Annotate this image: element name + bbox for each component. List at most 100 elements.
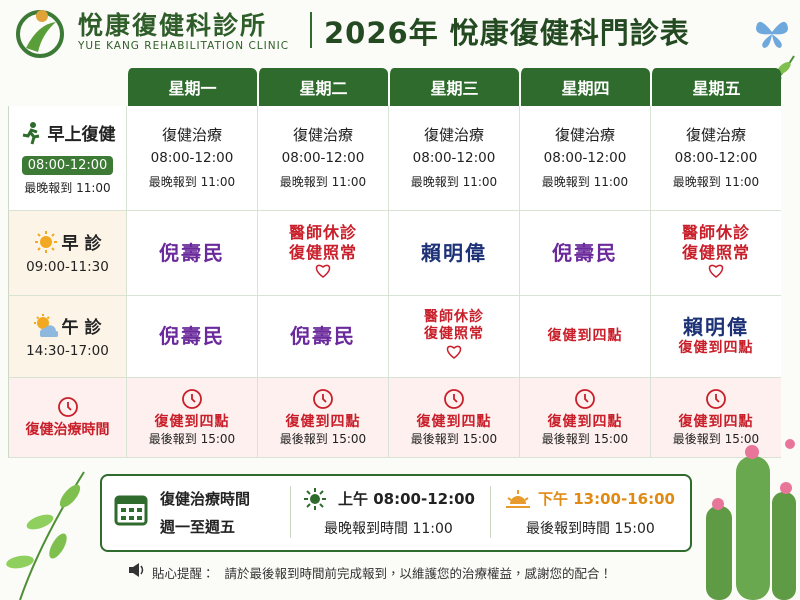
- heart-icon: [445, 344, 463, 364]
- day-header: 星期三: [388, 68, 519, 106]
- heart-icon-svg: [446, 345, 462, 360]
- row-label: 早上復健 08:00-12:00 最晚報到 11:00: [8, 106, 126, 211]
- cell-line: 最晚報到 11:00: [672, 175, 760, 190]
- cell-line: 最晚報到 11:00: [279, 175, 367, 190]
- page-title: 2026年 悅康復健科門診表: [324, 16, 690, 50]
- schedule-row: 早上復健 08:00-12:00 最晚報到 11:00 復健治療 08:00-12:00…: [8, 106, 781, 211]
- footer-morning-note: 最晚報到時間 11:00: [324, 521, 453, 537]
- clock-icon-svg: [444, 389, 464, 410]
- heart-icon-svg: [315, 264, 331, 279]
- footer-afternoon-note: 最後報到時間 15:00: [526, 521, 655, 537]
- row-label-head: 午 診: [9, 313, 126, 343]
- cell-line: 最後報到 15:00: [672, 431, 760, 446]
- cell-line: 08:00-12:00: [674, 150, 758, 167]
- cell-line: 復健到四點: [678, 340, 754, 357]
- footer-days: 週一至週五: [160, 518, 236, 536]
- schedule-cell: 倪壽民: [126, 296, 257, 378]
- schedule-cell: 醫師休診 復健照常: [257, 211, 388, 296]
- row-icon-svg: [34, 231, 57, 254]
- cell-line: 最後報到 15:00: [148, 431, 236, 446]
- cell-line: 復健治療: [292, 125, 353, 144]
- cell-line: 最後報到 15:00: [279, 431, 367, 446]
- notice: 貼心提醒： 請於最後報到時間前完成報到，以維護您的治療權益，感謝您的配合！: [130, 563, 612, 582]
- heart-icon: [707, 263, 725, 283]
- sun-icon: [304, 488, 326, 510]
- cell-line: 最後報到 15:00: [541, 431, 629, 446]
- day-header-row: 星期一 星期二 星期三 星期四 星期五: [8, 68, 781, 106]
- schedule-cell: 賴明偉: [388, 211, 519, 296]
- schedule-cell: 復健治療 08:00-12:00 最晚報到 11:00: [257, 106, 388, 211]
- footer-separator: [290, 486, 291, 538]
- cell-line: 醫師休診: [681, 222, 750, 242]
- row-icon-svg: [22, 121, 39, 144]
- cell-line: 最晚報到 11:00: [148, 175, 236, 190]
- heart-icon: [314, 263, 332, 283]
- clock-icon-svg: [57, 396, 78, 417]
- schedule-cell: 倪壽民: [519, 211, 650, 296]
- schedule-cell: 復健到四點 最後報到 15:00: [257, 378, 388, 458]
- clock-icon: [312, 388, 334, 414]
- cell-line: 復健到四點: [154, 414, 230, 431]
- cell-line: 倪壽民: [552, 240, 618, 265]
- schedule-cell: 醫師休診 復健照常: [388, 296, 519, 378]
- row-label-time: 14:30-17:00: [26, 342, 109, 359]
- schedule-cell: 復健到四點 最後報到 15:00: [388, 378, 519, 458]
- day-header: 星期四: [519, 68, 650, 106]
- schedule-cell: 復健治療 08:00-12:00 最晚報到 11:00: [650, 106, 781, 211]
- calendar-icon: [114, 495, 148, 526]
- row-label-head: 早 診: [9, 230, 126, 259]
- cell-line: 倪壽民: [159, 240, 225, 265]
- cell-line: 08:00-12:00: [543, 150, 627, 167]
- schedule-cell: 復健治療 08:00-12:00 最晚報到 11:00: [126, 106, 257, 211]
- schedule-cell: 復健治療 08:00-12:00 最晚報到 11:00: [519, 106, 650, 211]
- clock-icon-svg: [313, 389, 333, 410]
- schedule-row: 早 診 09:00-11:30 倪壽民 醫師休診 復健照常 賴明偉 倪壽民 醫師休診 復健照常: [8, 211, 781, 296]
- butterfly: [756, 21, 788, 48]
- row-label: 復健治療時間: [8, 378, 126, 458]
- notice-text: 請於最後報到時間前完成報到，以維護您的治療權益，感謝您的配合！: [224, 566, 613, 581]
- speaker-icon: [129, 563, 144, 577]
- cell-line: 08:00-12:00: [281, 150, 365, 167]
- clinic-name-en: YUE KANG REHABILITATION CLINIC: [78, 40, 290, 52]
- clock-icon: [57, 396, 79, 422]
- cell-line: 08:00-12:00: [150, 150, 234, 167]
- cell-line: 賴明偉: [421, 240, 487, 265]
- cell-line: 復健治療: [685, 125, 746, 144]
- footer-afternoon: 下午 13:00-16:00: [538, 490, 675, 508]
- row-icon: [34, 230, 58, 259]
- notice-label: 貼心提醒：: [152, 566, 215, 581]
- clock-icon: [705, 388, 727, 414]
- cell-line: 復健治療: [554, 125, 615, 144]
- row-icon-svg: [33, 313, 59, 337]
- cell-line: 復健到四點: [416, 414, 492, 431]
- schedule-cell: 復健到四點: [519, 296, 650, 378]
- row-label-time: 08:00-12:00: [21, 155, 114, 175]
- cell-line: 復健到四點: [678, 414, 754, 431]
- row-label-note: 最晚報到 11:00: [24, 180, 111, 195]
- cell-line: 復健治療: [161, 125, 222, 144]
- cactus: [706, 439, 796, 600]
- clock-icon-svg: [182, 389, 202, 410]
- row-label-text: 早上復健: [47, 124, 116, 145]
- leaf-branch: [6, 471, 85, 600]
- cell-line: 復健到四點: [547, 327, 623, 344]
- clock-icon: [574, 388, 596, 414]
- row-label: 早 診 09:00-11:30: [8, 211, 126, 296]
- cell-line: 最後報到 15:00: [410, 431, 498, 446]
- cell-line: 復健治療: [423, 125, 484, 144]
- schedule-cell: 復健到四點 最後報到 15:00: [126, 378, 257, 458]
- cell-line: 最晚報到 11:00: [541, 175, 629, 190]
- schedule-cell: 賴明偉 復健到四點: [650, 296, 781, 378]
- clock-icon: [443, 388, 465, 414]
- sunset-icon: [506, 490, 530, 508]
- row-icon: [20, 121, 44, 150]
- cell-line: 復健照常: [288, 242, 357, 262]
- cell-line: 08:00-12:00: [412, 150, 496, 167]
- cell-line: 復健照常: [681, 242, 750, 262]
- cell-line: 倪壽民: [290, 324, 356, 348]
- cell-line: 復健照常: [424, 326, 484, 343]
- row-label-time: 09:00-11:30: [26, 259, 109, 276]
- clock-icon-svg: [575, 389, 595, 410]
